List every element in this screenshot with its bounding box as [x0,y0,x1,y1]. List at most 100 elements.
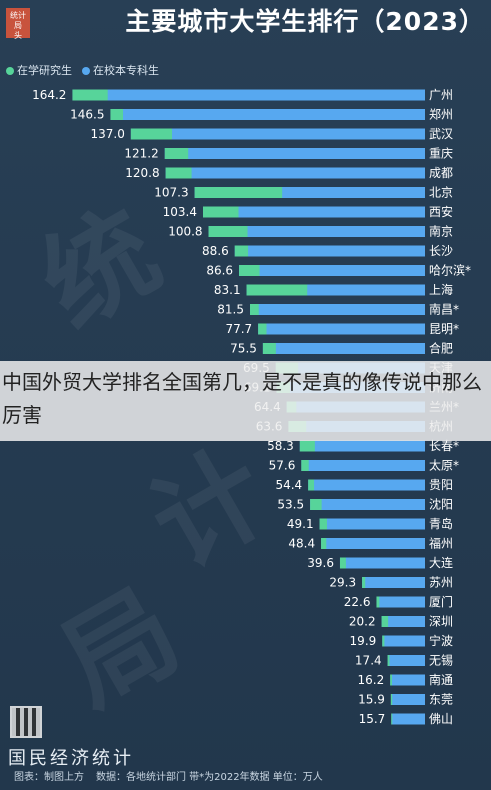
bar-graduate [390,694,393,705]
value-label: 15.7 [359,712,386,726]
city-label: 武汉 [429,127,453,141]
value-label: 75.5 [230,342,257,356]
city-label: 重庆 [429,147,453,161]
bar-undergrad [250,304,425,315]
bar-graduate [72,89,108,101]
bar-undergrad [239,265,425,276]
bar-undergrad [310,499,425,510]
city-label: 上海 [429,282,453,297]
bar-row: 81.5 南昌* [217,302,459,317]
value-label: 88.6 [202,244,229,258]
bar-row: 19.9 宁波 [350,633,453,648]
bar-row: 16.2 南通 [357,672,453,687]
value-label: 49.1 [287,517,314,531]
bar-graduate [339,557,346,569]
bar-graduate [362,577,366,588]
bar-row: 15.9 东莞 [358,693,453,707]
city-label: 沈阳 [429,497,453,512]
city-label: 哈尔滨* [429,263,471,278]
bar-row: 20.2 深圳 [349,615,453,629]
bar-row: 54.4 贵阳 [275,478,453,492]
city-label: 厦门 [429,594,453,609]
caption-headline[interactable]: 中国外贸大学排名全国第几，是不是真的像传说中那么厉害 [2,370,482,427]
bar-row: 48.4 福州 [288,536,453,551]
bar-row: 100.8 南京 [168,224,453,239]
value-label: 29.3 [329,576,356,590]
bar-row: 121.2 重庆 [124,147,453,161]
bar-undergrad [208,226,425,237]
bar-undergrad [308,479,425,491]
bar-graduate [194,187,283,198]
value-label: 77.7 [225,322,252,336]
bar-graduate [382,635,385,647]
city-label: 东莞 [429,693,453,707]
value-label: 121.2 [124,147,158,161]
bar-graduate [258,323,267,335]
city-label: 南京 [429,224,453,239]
bar-undergrad [390,674,425,686]
city-label: 合肥 [429,341,453,356]
value-label: 22.6 [344,595,371,609]
bar-graduate [110,109,124,120]
bar-undergrad [165,167,425,179]
city-label: 无锡 [429,653,453,668]
chart-title: 主要城市大学生排行（2023） [125,7,485,36]
bar-graduate [299,440,315,452]
bar-undergrad [258,323,425,335]
bar-row: 49.1 青岛 [287,516,453,531]
bar-undergrad [234,245,425,257]
city-label: 佛山 [429,712,453,726]
bar-row: 15.7 佛山 [359,712,453,726]
value-label: 58.3 [267,439,294,453]
legend-label: 在学研究生 [17,64,72,77]
bar-undergrad [202,206,425,218]
value-label: 57.6 [269,459,296,473]
bar-graduate [376,596,380,608]
bar-graduate [310,499,322,510]
bar-graduate [319,518,327,530]
value-label: 120.8 [125,166,159,180]
bar-undergrad [164,148,425,159]
bar-graduate [308,479,315,491]
bar-graduate [165,167,192,179]
value-label: 100.8 [168,225,202,239]
bar-row: 22.6 厦门 [344,594,453,609]
bar-row: 88.6 长沙 [202,244,453,258]
bar-graduate [130,128,173,140]
city-label: 福州 [429,536,453,551]
bar-undergrad [382,635,425,647]
city-label: 长春* [429,439,459,453]
logo-text: 统计 局 头 [10,11,26,40]
city-label: 南昌* [429,302,459,317]
bar-row: 83.1 上海 [214,282,453,297]
legend-swatch [6,67,14,75]
footer-credit: 图表：制图上方 [14,772,84,783]
city-label: 苏州 [429,576,453,590]
city-label: 长沙 [429,244,453,258]
bar-row: 120.8 成都 [125,166,453,180]
city-label: 宁波 [429,633,453,648]
bar-undergrad [362,577,425,588]
bar-undergrad [381,616,425,627]
legend-label: 在校本专科生 [93,64,159,77]
footer: 图表：制图上方 数据：各地统计部门 带*为2022年数据 单位：万人 [14,768,323,783]
value-label: 16.2 [357,673,384,687]
bar-row: 75.5 合肥 [230,341,453,356]
city-label: 南通 [429,672,453,687]
bar-graduate [164,148,189,159]
bar-graduate [321,538,327,549]
bar-undergrad [321,538,425,549]
bar-row: 29.3 苏州 [329,576,453,590]
bar-undergrad [390,694,425,705]
bar-row: 103.4 西安 [163,204,453,219]
footer-source: 数据：各地统计部门 带*为2022年数据 单位：万人 [96,772,323,783]
bar-row: 57.6 太原* [269,458,459,473]
city-label: 郑州 [429,107,453,122]
city-label: 贵阳 [429,478,453,492]
bar-row: 164.2 广州 [32,88,453,102]
value-label: 20.2 [349,615,376,629]
bar-undergrad [376,596,425,608]
bar-graduate [390,674,392,686]
value-label: 164.2 [32,88,66,102]
logo: 统计 局 头 [6,8,30,40]
